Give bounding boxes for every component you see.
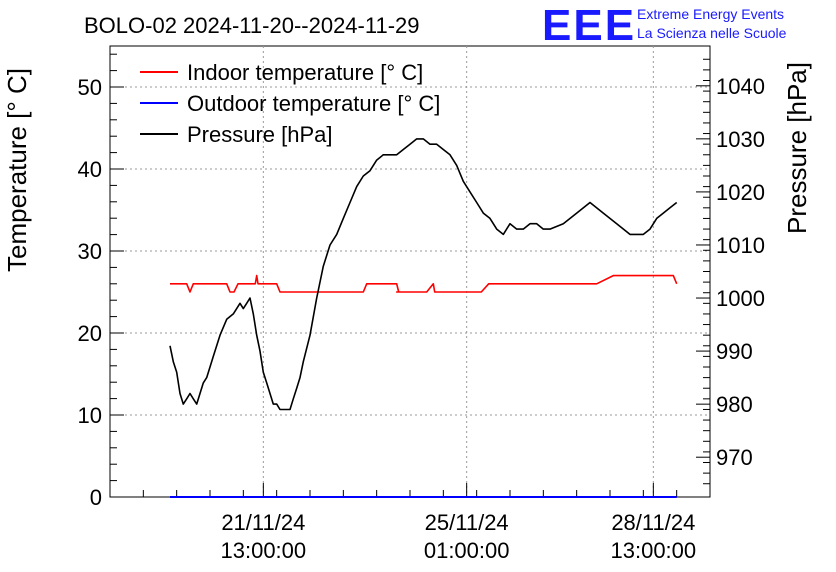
x-tick-label-date: 28/11/24 [611, 510, 695, 535]
chart-title: BOLO-02 2024-11-20--2024-11-29 [84, 13, 420, 38]
y2-tick-label: 1000 [716, 286, 765, 311]
x-tick-label-date: 21/11/24 [221, 510, 305, 535]
y2-tick-label: 990 [716, 339, 753, 364]
eee-logo-line1: Extreme Energy Events [637, 6, 784, 22]
eee-logo-line2: La Scienza nelle Scuole [637, 25, 787, 41]
y2-tick-label: 1030 [716, 127, 765, 152]
eee-logo: EEE Extreme Energy Events La Scienza nel… [542, 1, 787, 50]
y-tick-label: 20 [78, 321, 102, 346]
x-tick-label-time: 13:00:00 [221, 538, 307, 563]
y-tick-label: 30 [78, 239, 102, 264]
y2-tick-label: 1020 [716, 180, 765, 205]
y-tick-label: 0 [90, 485, 102, 510]
legend: Indoor temperature [° C] Outdoor tempera… [140, 60, 440, 147]
y2-tick-label: 1010 [716, 233, 765, 258]
series-line-indoor-temperature [170, 274, 678, 293]
x-tick-label-time: 13:00:00 [611, 538, 697, 563]
legend-label-indoor: Indoor temperature [° C] [187, 60, 423, 85]
axes: 0102030405097098099010001010102010301040… [78, 53, 765, 563]
series-line-pressure [169, 138, 678, 411]
y2-axis-label: Pressure [hPa] [782, 62, 812, 234]
grid [110, 46, 710, 497]
x-tick-label-date: 25/11/24 [425, 510, 509, 535]
legend-label-pressure: Pressure [hPa] [187, 122, 333, 147]
series [169, 138, 678, 498]
y2-tick-label: 970 [716, 445, 753, 470]
eee-logo-mark: EEE [542, 1, 636, 50]
y2-tick-label: 980 [716, 392, 753, 417]
y-tick-label: 10 [78, 403, 102, 428]
legend-label-outdoor: Outdoor temperature [° C] [187, 91, 440, 116]
y2-tick-label: 1040 [716, 74, 765, 99]
y-tick-label: 50 [78, 75, 102, 100]
y-tick-label: 40 [78, 157, 102, 182]
y-axis-label: Temperature [° C] [2, 68, 32, 272]
x-tick-label-time: 01:00:00 [424, 538, 510, 563]
